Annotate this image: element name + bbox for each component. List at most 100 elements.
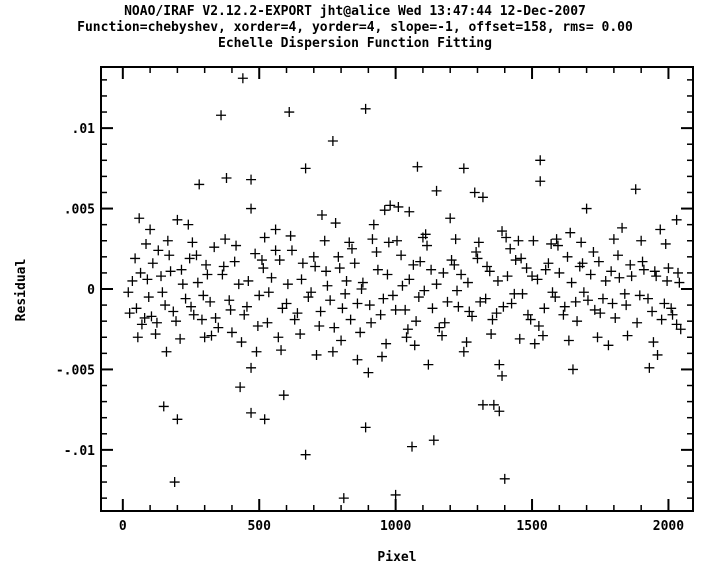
- data-point: [431, 279, 442, 290]
- data-point: [319, 235, 330, 246]
- data-point: [412, 161, 423, 172]
- data-point: [450, 234, 461, 245]
- data-point: [346, 243, 357, 254]
- data-point: [475, 296, 486, 307]
- data-point: [333, 251, 344, 262]
- data-point: [216, 110, 227, 121]
- data-point: [588, 247, 599, 257]
- data-point: [638, 264, 649, 275]
- y-tick-label: -.005: [56, 363, 95, 378]
- axis-ticks: [101, 67, 693, 511]
- data-point: [438, 267, 449, 278]
- data-point: [209, 242, 220, 253]
- data-point: [603, 340, 614, 351]
- data-point: [364, 300, 375, 311]
- data-point: [349, 258, 360, 269]
- data-point: [636, 235, 647, 246]
- data-point: [308, 251, 319, 262]
- data-point: [550, 292, 561, 303]
- data-point: [608, 234, 619, 245]
- data-point: [175, 333, 186, 344]
- data-point: [210, 312, 221, 323]
- data-point: [652, 349, 663, 360]
- data-point: [513, 235, 524, 246]
- data-point: [246, 407, 257, 418]
- data-point: [356, 284, 367, 294]
- data-point: [306, 287, 317, 298]
- x-tick-label: 500: [247, 519, 271, 534]
- data-point: [502, 271, 513, 282]
- data-point: [551, 234, 562, 245]
- data-point: [622, 330, 633, 341]
- data-point: [396, 250, 407, 261]
- data-point: [492, 275, 503, 286]
- data-point: [325, 295, 336, 306]
- data-point: [176, 264, 187, 275]
- data-point: [274, 255, 285, 266]
- data-point: [352, 354, 363, 365]
- data-point: [537, 330, 548, 341]
- data-point: [422, 240, 433, 251]
- data-point: [554, 267, 565, 278]
- data-point: [434, 322, 445, 333]
- data-point: [123, 287, 134, 298]
- data-point: [371, 247, 382, 257]
- data-point: [143, 292, 154, 303]
- data-point: [220, 234, 231, 245]
- data-point: [452, 285, 463, 296]
- data-point: [278, 390, 289, 401]
- data-point: [363, 367, 374, 378]
- data-point: [442, 296, 453, 307]
- data-point: [160, 300, 171, 311]
- data-point: [226, 327, 237, 338]
- plot-header-line-1: NOAO/IRAF V2.12.2-EXPORT jht@alice Wed 1…: [124, 4, 586, 19]
- data-point: [390, 304, 401, 315]
- data-point: [656, 314, 667, 325]
- data-point: [397, 280, 408, 291]
- data-point: [413, 292, 424, 303]
- data-point: [674, 277, 685, 288]
- data-point: [186, 301, 197, 312]
- data-point: [491, 308, 502, 319]
- data-point: [630, 184, 641, 195]
- data-point: [419, 285, 430, 296]
- data-point: [202, 269, 213, 280]
- data-point: [329, 322, 340, 333]
- data-point: [341, 275, 352, 286]
- data-point: [201, 259, 212, 270]
- data-point: [428, 435, 439, 446]
- data-point: [338, 493, 349, 504]
- data-point: [592, 332, 603, 343]
- data-point: [497, 370, 508, 381]
- data-point: [637, 256, 648, 267]
- data-point: [158, 401, 169, 412]
- data-point: [237, 73, 248, 84]
- y-axis-label: Residual: [14, 259, 29, 322]
- data-point: [477, 192, 488, 203]
- data-point: [453, 301, 464, 312]
- data-point: [250, 248, 261, 259]
- data-point: [651, 271, 662, 282]
- data-point: [600, 275, 611, 286]
- data-point: [632, 317, 643, 328]
- data-point: [172, 414, 183, 425]
- data-point: [296, 274, 307, 285]
- data-point: [281, 298, 292, 309]
- data-point: [597, 293, 608, 304]
- data-point: [263, 287, 274, 298]
- data-point: [164, 250, 175, 261]
- data-point: [461, 337, 472, 348]
- data-point: [610, 312, 621, 323]
- data-point: [157, 287, 168, 298]
- data-point: [345, 314, 356, 325]
- data-point: [559, 301, 570, 312]
- data-point: [595, 308, 606, 319]
- data-point: [282, 279, 293, 290]
- data-point: [141, 238, 152, 249]
- data-point: [585, 269, 596, 280]
- data-point: [327, 136, 338, 146]
- data-point: [546, 238, 557, 249]
- data-point: [246, 362, 257, 373]
- data-point: [565, 227, 576, 238]
